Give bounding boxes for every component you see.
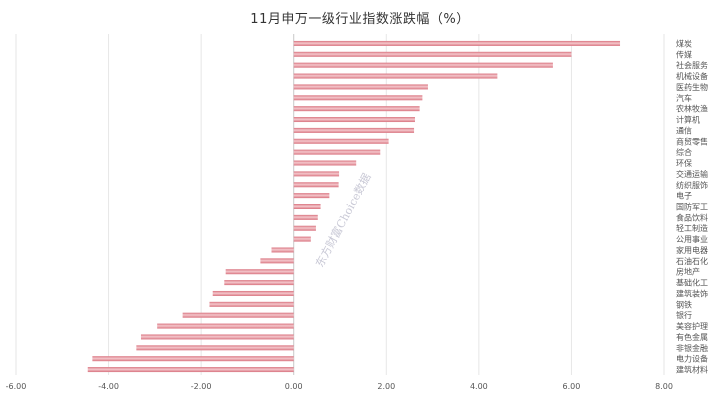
category-label: 家用电器 (676, 245, 708, 255)
x-axis-ticks: -6.00 -4.00 -2.00 0.00 2.00 4.00 6.00 8.00 (6, 382, 673, 391)
bar (92, 356, 294, 362)
chart-title: 11月申万一级行业指数涨跌幅（%） (250, 12, 470, 27)
bar (293, 204, 321, 209)
category-label: 基础化工 (676, 278, 708, 288)
category-label: 电力设备 (676, 354, 708, 364)
category-label: 环保 (676, 158, 692, 168)
category-label: 社会服务 (676, 60, 708, 70)
bar (293, 214, 318, 220)
category-label: 煤炭 (676, 38, 692, 48)
category-label: 美容护理 (676, 321, 708, 331)
category-label: 汽车 (676, 93, 692, 103)
category-label: 通信 (676, 125, 692, 135)
category-label: 交通运输 (676, 169, 708, 179)
bar (293, 149, 381, 155)
category-label: 银行 (676, 310, 692, 320)
bar (209, 301, 294, 307)
bar (293, 62, 553, 68)
category-label: 计算机 (676, 115, 700, 125)
bar (87, 367, 294, 373)
x-tick-label: 2.00 (377, 382, 395, 391)
category-label: 商贸零售 (676, 136, 708, 146)
bar (293, 95, 423, 101)
bar (293, 171, 340, 177)
bar (293, 84, 428, 90)
category-label: 机械设备 (676, 71, 708, 81)
bar (293, 138, 389, 144)
category-label: 医药生物 (676, 82, 708, 92)
bars-group (87, 40, 621, 373)
bar (293, 73, 498, 79)
bar (293, 117, 415, 123)
category-label: 房地产 (676, 267, 700, 277)
x-tick-label: 8.00 (655, 382, 673, 391)
bar (293, 182, 339, 188)
category-label: 有色金属 (676, 332, 708, 342)
bar (212, 290, 294, 296)
bar (225, 269, 294, 275)
bar (293, 160, 357, 166)
category-label: 农林牧渔 (676, 104, 708, 114)
bar (293, 225, 316, 231)
bar (260, 258, 294, 264)
category-label: 食品饮料 (676, 212, 708, 222)
category-label: 综合 (676, 147, 692, 157)
x-tick-label: -6.00 (6, 382, 27, 391)
category-label: 电子 (676, 191, 692, 201)
category-label: 建筑装饰 (676, 288, 708, 298)
category-label: 国防军工 (676, 202, 708, 212)
x-tick-label: 0.00 (285, 382, 303, 391)
bar (136, 345, 294, 351)
category-label: 公用事业 (676, 234, 708, 244)
bar (157, 323, 294, 329)
x-tick-label: -2.00 (191, 382, 212, 391)
bar (293, 127, 415, 133)
bar (140, 334, 294, 340)
category-label: 传媒 (676, 49, 692, 59)
x-tick-label: -4.00 (98, 382, 119, 391)
x-tick-label: 4.00 (470, 382, 488, 391)
category-labels: 煤炭传媒社会服务机械设备医药生物汽车农林牧渔计算机通信商贸零售综合环保交通运输纺… (676, 38, 708, 374)
category-label: 石油石化 (676, 256, 708, 266)
bar (224, 280, 294, 286)
bar (271, 247, 294, 253)
bar (293, 51, 572, 57)
bar (182, 312, 294, 318)
category-label: 轻工制造 (676, 223, 708, 233)
category-label: 纺织服饰 (676, 180, 708, 190)
category-label: 钢铁 (676, 299, 692, 309)
x-tick-label: 6.00 (563, 382, 581, 391)
bar (293, 106, 420, 112)
category-label: 非银金融 (676, 343, 708, 353)
bar (293, 236, 311, 242)
bar (293, 40, 621, 46)
category-label: 建筑材料 (676, 365, 708, 375)
bar (293, 193, 330, 199)
